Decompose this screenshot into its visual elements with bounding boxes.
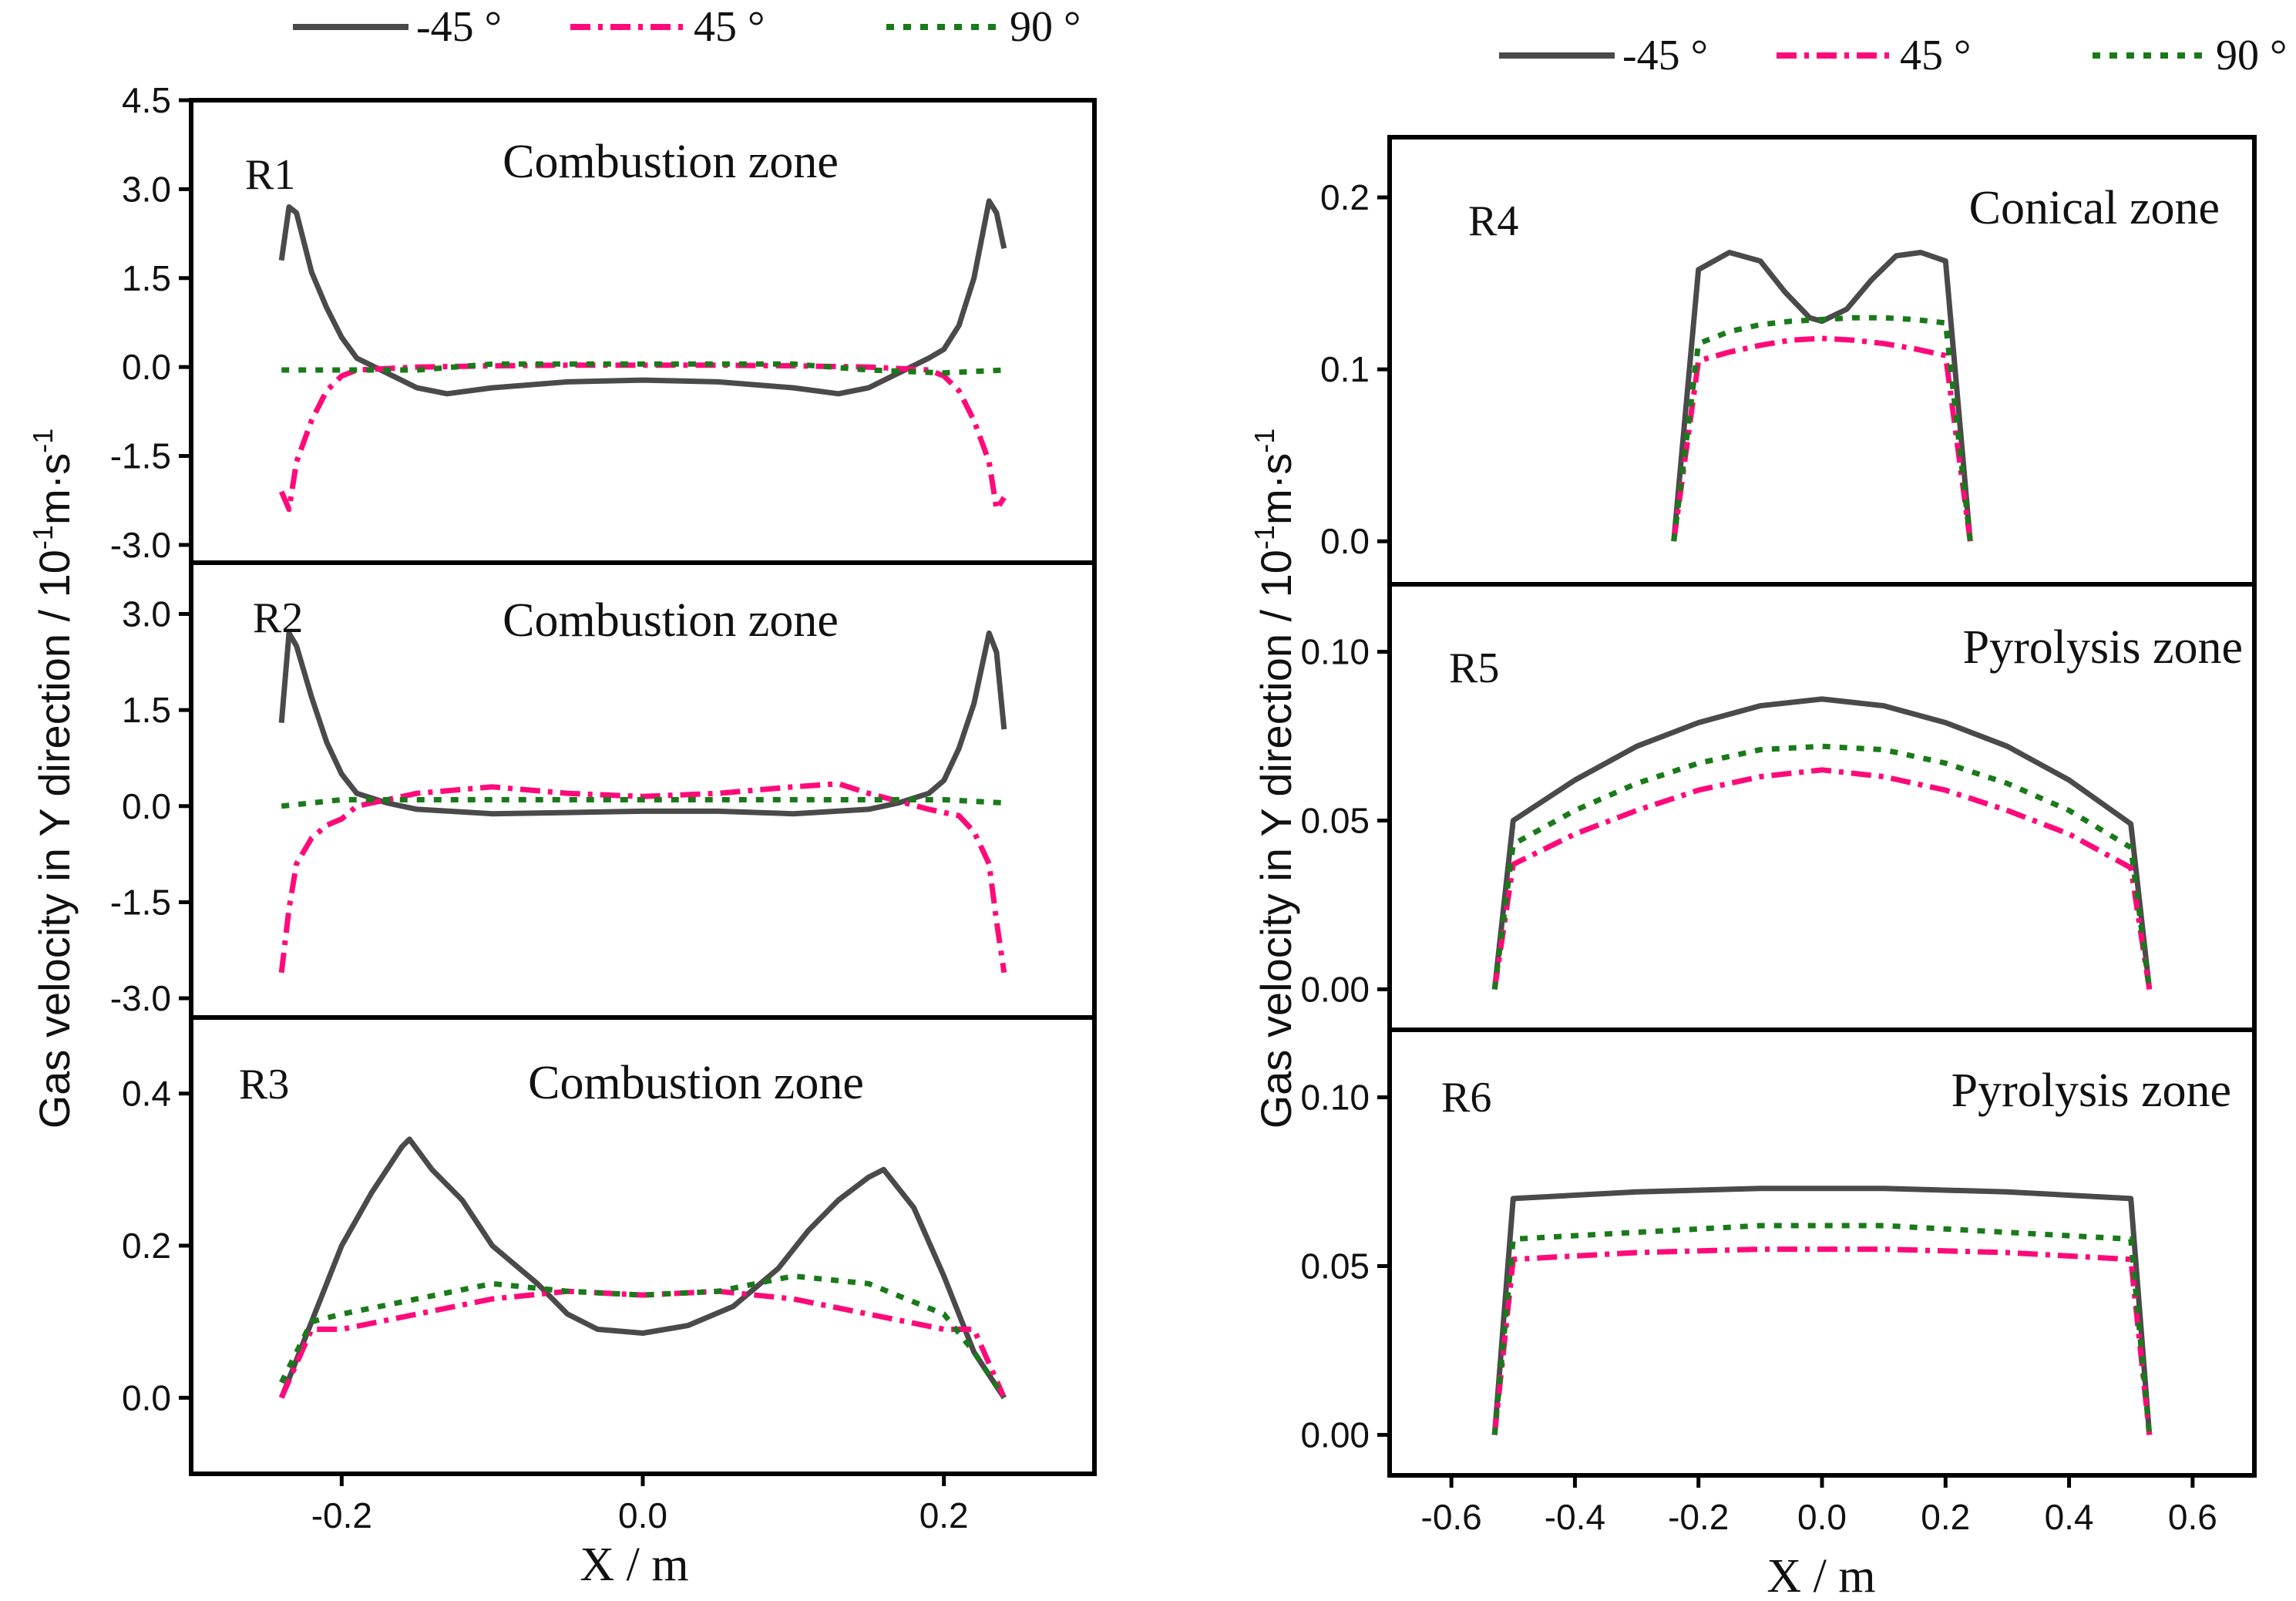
y-tick-label: 0.10	[1300, 1078, 1370, 1118]
zone-label: Conical zone	[1969, 182, 2220, 234]
panel-r4: 0.2 0.1 0.0 R4 Conical zone	[1320, 135, 2257, 587]
series-r4-s90	[1671, 314, 1973, 542]
zone-label: Pyrolysis zone	[1963, 621, 2243, 674]
legend-label-s45: 45 °	[1900, 32, 1971, 79]
y-axis-title-left: Gas velocity in Y direction / 10-1m·s-1	[27, 429, 79, 1129]
series-r5-s45neg	[1491, 696, 2153, 990]
panel-tag: R5	[1449, 644, 1499, 692]
y-tick-label: 0.4	[122, 1074, 171, 1114]
panel-tag: R2	[253, 594, 303, 642]
y-tick-label: 3.0	[122, 169, 171, 209]
series-r2-s45neg	[278, 630, 1007, 817]
y-tick-label: 0.00	[1300, 969, 1370, 1009]
panel-r2: 3.0 1.5 0.0 -1.5 -3.0 R2 Combustion zone	[110, 560, 1097, 1020]
y-tick-label: 0.0	[122, 1377, 171, 1418]
series-r3-s90	[279, 1273, 1007, 1400]
x-tick-label: -0.6	[1421, 1497, 1482, 1537]
y-tick-label: 4.5	[122, 80, 171, 120]
x-tick-label: -0.4	[1545, 1497, 1605, 1537]
x-tick-label: 0.0	[1797, 1497, 1847, 1537]
y-tick-label: 0.05	[1300, 801, 1370, 841]
y-tick-label: -1.5	[110, 882, 171, 922]
x-tick-label: 0.0	[618, 1495, 667, 1535]
panel-tag: R1	[245, 151, 295, 199]
legend-right: -45 ° 45 ° 90 °	[1499, 32, 2287, 79]
y-tick-label: 0.0	[1320, 521, 1370, 561]
x-tick-label: -0.2	[1668, 1497, 1729, 1537]
y-tick-label: 1.5	[122, 690, 171, 730]
y-tick-label: 0.00	[1300, 1414, 1370, 1455]
ylabel-sup2-r: -1	[1249, 429, 1280, 453]
series-r4-s45neg	[1671, 250, 1973, 542]
series-r5-s90	[1491, 743, 2153, 990]
y-tick-label: 0.0	[122, 347, 171, 387]
zone-label: Combustion zone	[503, 136, 839, 188]
series-r5-s45	[1491, 767, 2153, 991]
series-r3-s45neg	[278, 1136, 1007, 1400]
zone-label: Combustion zone	[528, 1057, 864, 1109]
panel-r5: 0.10 0.05 0.00 R5 Pyrolysis zone	[1300, 582, 2257, 1032]
y-tick-label: 0.10	[1300, 632, 1370, 672]
legend-label-s45: 45 °	[694, 3, 765, 51]
y-axis-title-right: Gas velocity in Y direction / 10-1m·s-1	[1249, 429, 1300, 1129]
series-r6-s90	[1491, 1223, 2153, 1435]
ylabel-tail-r: m·s	[1252, 453, 1300, 525]
ylabel-main-r: Gas velocity in Y direction / 10	[1252, 550, 1300, 1128]
ylabel-sup-r: -1	[1249, 525, 1280, 550]
y-tick-label: 0.1	[1320, 349, 1370, 389]
y-tick-label: 1.5	[122, 258, 171, 298]
series-r1-s90	[281, 361, 1004, 376]
panel-tag: R6	[1441, 1074, 1491, 1122]
y-tick-label: -3.0	[110, 978, 171, 1018]
x-tick-label: 0.2	[919, 1495, 969, 1535]
series-r2-s90	[281, 797, 1004, 809]
y-tick-label: 0.2	[1320, 177, 1370, 217]
series-r3-s45	[278, 1288, 1007, 1399]
y-tick-label: 0.05	[1300, 1246, 1370, 1287]
x-tick-label: 0.6	[2168, 1497, 2217, 1537]
ylabel-tail: m·s	[30, 453, 79, 525]
panel-r3: 0.4 0.2 0.0 -0.2 0.0 0.2 R3 Combustion zone	[122, 1015, 1097, 1535]
legend-label-s45neg: -45 °	[416, 3, 502, 51]
legend-label-s90: 90 °	[1010, 3, 1081, 51]
series-r6-s45neg	[1491, 1186, 2153, 1435]
panels: 4.53.01.50.0-1.5-3.0R1 Combustion zone3.0…	[110, 80, 2257, 1537]
zone-label: Combustion zone	[503, 594, 839, 647]
zone-label: Pyrolysis zone	[1951, 1065, 2231, 1117]
series-r6-s45	[1491, 1246, 2153, 1435]
panel-r6: 0.10 0.05 0.00 -0.6 -0.4 -0.2 0.0 0.2 0.4 0.6 R6 Py…	[1300, 1028, 2257, 1537]
y-tick-label: 3.0	[122, 594, 171, 634]
legend-left: -45 ° 45 ° 90 °	[293, 3, 1081, 51]
panel-tag: R4	[1468, 197, 1518, 245]
x-tick-label: -0.2	[311, 1495, 372, 1535]
series-r4-s45	[1671, 335, 1973, 542]
panel-r1: 4.5 3.0 1.5 0.0 -1.5 -3.0 R1 Combustion zone	[110, 80, 1097, 565]
y-tick-label: -1.5	[110, 436, 171, 476]
x-tick-label: 0.2	[1921, 1497, 1970, 1537]
series-r1-s45	[278, 362, 1007, 513]
ylabel-sup2: -1	[27, 429, 59, 453]
ylabel-sup: -1	[27, 525, 59, 550]
y-tick-label: 0.2	[122, 1226, 171, 1266]
y-tick-label: -3.0	[110, 525, 171, 565]
y-tick-label: 0.0	[122, 786, 171, 826]
series-r1-s45neg	[278, 198, 1007, 397]
x-tick-label: 0.4	[2045, 1497, 2094, 1537]
x-axis-title-right: X / m	[1767, 1550, 1875, 1601]
x-axis-title-left: X / m	[580, 1539, 688, 1591]
legend-label-s45neg: -45 °	[1622, 32, 1708, 79]
series-r2-s45	[278, 781, 1007, 974]
panel-tag: R3	[239, 1061, 289, 1108]
ylabel-main: Gas velocity in Y direction / 10	[30, 550, 79, 1128]
legend-label-s90: 90 °	[2216, 32, 2287, 79]
